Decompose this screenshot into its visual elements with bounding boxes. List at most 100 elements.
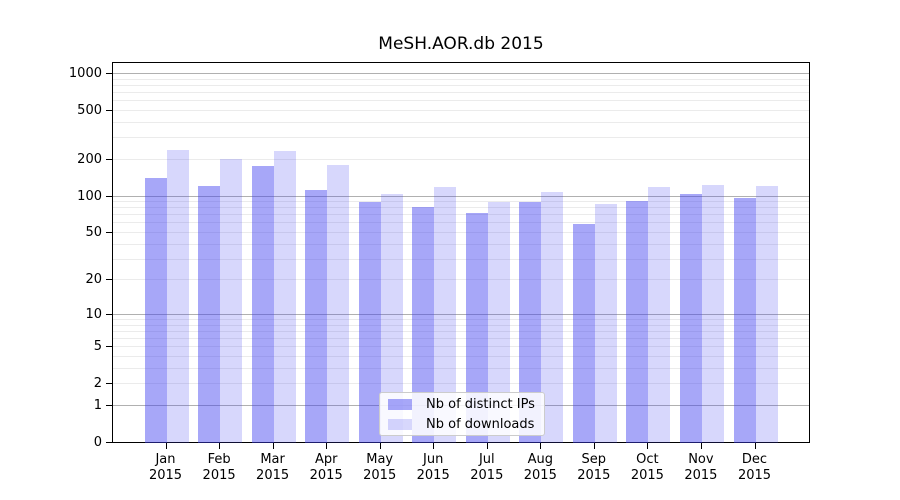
plot-area bbox=[112, 62, 810, 443]
minor-gridline bbox=[113, 201, 809, 202]
y-tick-label: 0 bbox=[93, 435, 102, 450]
minor-gridline bbox=[113, 109, 809, 111]
x-tick bbox=[593, 443, 595, 449]
bar-downloads-jan bbox=[166, 150, 189, 443]
bar-distinct-ips-jan bbox=[144, 177, 167, 443]
bar-distinct-ips-aug bbox=[519, 202, 542, 443]
x-tick bbox=[540, 443, 542, 449]
major-gridline bbox=[113, 72, 809, 74]
bar-distinct-ips-apr bbox=[305, 190, 328, 443]
y-tick-label: 1000 bbox=[68, 65, 102, 81]
minor-gridline bbox=[113, 346, 809, 348]
bar-distinct-ips-may bbox=[358, 202, 381, 443]
minor-gridline bbox=[113, 214, 809, 216]
minor-gridline bbox=[113, 92, 809, 93]
minor-gridline bbox=[113, 100, 809, 102]
y-tick-label: 100 bbox=[77, 188, 102, 204]
legend-label-downloads: Nb of downloads bbox=[426, 416, 535, 432]
bar-downloads-jun bbox=[434, 186, 457, 443]
minor-gridline bbox=[113, 243, 809, 245]
bar-downloads-aug bbox=[541, 192, 564, 443]
minor-gridline bbox=[113, 319, 809, 320]
legend-swatch-distinct-ips bbox=[388, 398, 412, 410]
minor-gridline bbox=[113, 279, 809, 281]
y-tick bbox=[106, 109, 112, 111]
y-tick-label: 20 bbox=[85, 272, 102, 288]
x-axis: Jan 2015 Feb 2015 Mar 2015 Apr 2015 May 2015… bbox=[112, 443, 810, 495]
legend-entry-distinct-ips: Nb of distinct IPs bbox=[380, 396, 544, 413]
minor-gridline bbox=[113, 324, 809, 326]
x-tick-label-nov: Nov 2015 bbox=[684, 452, 718, 483]
x-tick-label-sep: Sep 2015 bbox=[577, 452, 611, 483]
x-tick-label-mar: Mar 2015 bbox=[256, 452, 290, 483]
x-tick-label-dec: Dec 2015 bbox=[737, 452, 772, 483]
minor-gridline bbox=[113, 338, 809, 340]
minor-gridline bbox=[113, 232, 809, 233]
minor-gridline bbox=[113, 84, 809, 86]
bar-distinct-ips-jul bbox=[465, 212, 488, 443]
bar-downloads-apr bbox=[327, 164, 350, 443]
bar-downloads-sep bbox=[594, 204, 617, 443]
bar-downloads-nov bbox=[701, 184, 724, 443]
bar-downloads-feb bbox=[220, 158, 243, 443]
x-tick-label-jul: Jul 2015 bbox=[470, 452, 504, 483]
x-tick bbox=[754, 443, 756, 449]
x-tick-label-jun: Jun 2015 bbox=[416, 452, 450, 483]
y-tick-label: 500 bbox=[77, 102, 102, 118]
x-tick bbox=[647, 443, 649, 449]
legend-label-distinct-ips: Nb of distinct IPs bbox=[426, 396, 535, 412]
y-tick bbox=[106, 232, 112, 233]
bar-downloads-jul bbox=[487, 202, 510, 443]
x-tick bbox=[486, 443, 488, 449]
y-tick-label: 200 bbox=[77, 151, 102, 167]
minor-gridline bbox=[113, 258, 809, 260]
bar-downloads-mar bbox=[273, 151, 296, 443]
y-tick-label: 2 bbox=[93, 376, 102, 392]
x-tick-label-may: May 2015 bbox=[363, 452, 397, 483]
minor-gridline bbox=[113, 207, 809, 209]
x-tick-label-apr: Apr 2015 bbox=[309, 452, 343, 483]
y-tick bbox=[106, 346, 112, 348]
bar-distinct-ips-feb bbox=[198, 185, 221, 443]
bar-distinct-ips-nov bbox=[679, 194, 702, 443]
minor-gridline bbox=[113, 330, 809, 332]
y-tick-label: 50 bbox=[85, 225, 102, 240]
legend: Nb of distinct IPs Nb of downloads bbox=[379, 392, 545, 436]
x-tick-label-jan: Jan 2015 bbox=[148, 452, 183, 483]
minor-gridline bbox=[113, 383, 809, 385]
chart-title: MeSH.AOR.db 2015 bbox=[378, 34, 544, 54]
bar-downloads-oct bbox=[648, 186, 671, 443]
major-gridline bbox=[113, 313, 809, 315]
bar-distinct-ips-jun bbox=[412, 207, 435, 443]
y-tick bbox=[106, 442, 112, 443]
y-axis: 0 1 2 5 10 20 50 100 200 500 1000 bbox=[0, 62, 112, 449]
minor-gridline bbox=[113, 121, 809, 123]
major-gridline bbox=[113, 195, 809, 197]
legend-swatch-downloads bbox=[388, 418, 412, 430]
x-tick-label-oct: Oct 2015 bbox=[630, 452, 664, 483]
bar-downloads-may bbox=[380, 193, 403, 443]
bar-distinct-ips-mar bbox=[251, 165, 274, 443]
x-tick-label-aug: Aug 2015 bbox=[523, 452, 557, 483]
y-tick bbox=[106, 195, 112, 197]
minor-gridline bbox=[113, 222, 809, 224]
x-tick bbox=[700, 443, 702, 449]
x-tick bbox=[165, 443, 167, 449]
y-tick bbox=[106, 158, 112, 160]
x-tick-label-feb: Feb 2015 bbox=[202, 452, 236, 483]
minor-gridline bbox=[113, 367, 809, 369]
x-tick bbox=[379, 443, 381, 449]
legend-entry-downloads: Nb of downloads bbox=[380, 416, 544, 433]
y-tick bbox=[106, 405, 112, 406]
bar-distinct-ips-sep bbox=[572, 224, 595, 443]
x-tick bbox=[272, 443, 274, 449]
x-tick bbox=[433, 443, 435, 449]
bar-distinct-ips-dec bbox=[733, 198, 756, 443]
bar-distinct-ips-oct bbox=[626, 200, 649, 443]
y-tick bbox=[106, 313, 112, 315]
x-tick bbox=[219, 443, 221, 449]
minor-gridline bbox=[113, 78, 809, 80]
y-tick bbox=[106, 279, 112, 281]
bar-downloads-dec bbox=[755, 185, 778, 443]
